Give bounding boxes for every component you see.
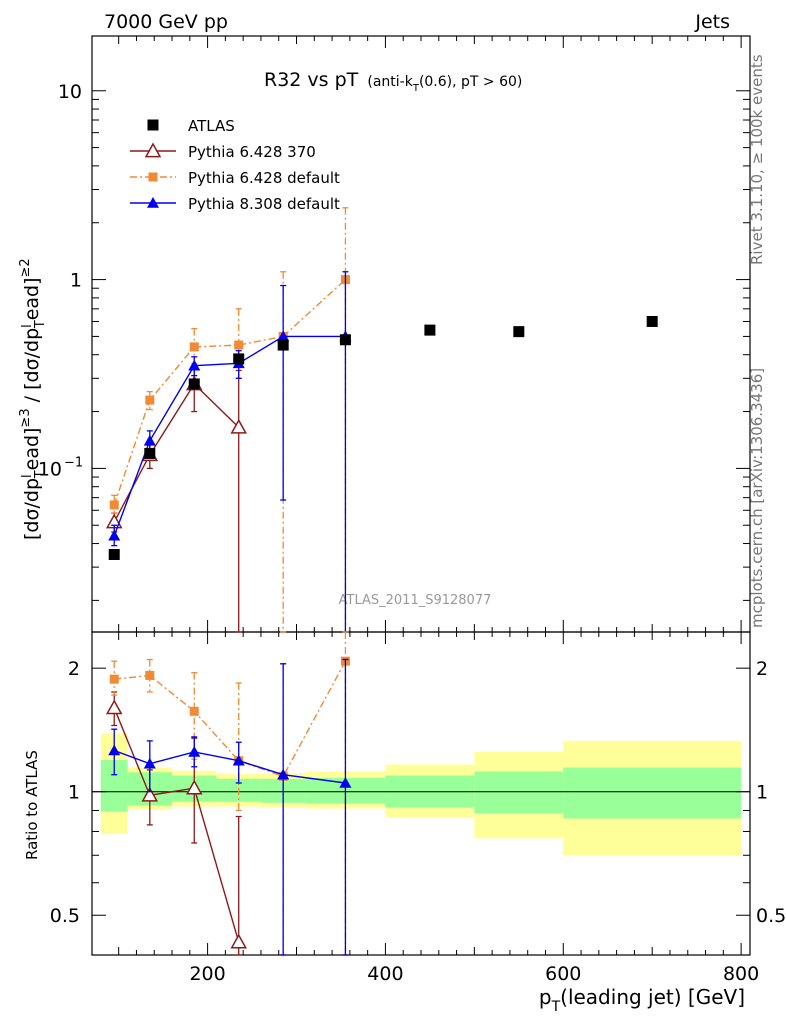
atlas-data-point [144,447,156,459]
atlas-data-point [188,378,200,390]
ratio-2-point [108,744,121,756]
atlas-data-point [277,339,289,351]
series-2-point [188,359,201,371]
series-line-1 [113,279,346,506]
x-tick-label: 800 [723,963,759,985]
legend: ATLAS Pythia 6.428 370 Pythia 6.428 defaul… [130,117,340,213]
series-1-point [109,500,119,510]
ratio-2-point [188,745,201,757]
series-2-point [143,434,156,446]
legend-label: Pythia 6.428 default [188,169,340,187]
atlas-data-point [424,324,436,336]
band-inner-7 [474,771,564,814]
ratio-1-point [145,670,155,680]
ratio-y-axis-title: Ratio to ATLAS [23,750,41,860]
mcplots-label: mcplots.cern.ch [arXiv:1306.3436] [748,368,766,628]
rivet-label: Rivet 3.1.10, ≥ 100k events [748,54,766,265]
ratio-line-0 [113,707,240,943]
x-tick-label: 200 [189,963,225,985]
ratio-line-1 [114,660,347,778]
x-tick-label: 400 [367,963,403,985]
ratio-axes: 200 400 600 800 0.5 0.5 1 1 2 2 [50,631,786,985]
legend-label: ATLAS [188,117,235,135]
atlas-data-point [108,548,120,560]
y-tick-label: 10 [38,458,62,480]
legend-label: Pythia 8.308 default [188,195,340,213]
series-line-0 [113,382,240,523]
x-tick-label: 600 [545,963,581,985]
header-left: 7000 GeV pp [104,11,228,33]
ratio-tick-label-right: 1 [756,782,768,804]
atlas-data-point [339,334,351,346]
ratio-0-point [185,779,203,795]
atlas-data-point [646,315,658,327]
analysis-watermark: ATLAS_2011_S9128077 [339,593,492,608]
legend-marker [147,197,159,208]
ratio-2-point [143,757,156,769]
legend-marker [147,119,159,131]
ratio-2-point [339,777,352,788]
legend-label: Pythia 6.428 370 [188,143,316,161]
y-tick-label: 10 [58,81,82,103]
ratio-1-point [109,674,119,684]
series-line-2 [113,335,346,536]
series-0-point [230,418,247,434]
ratio-tick-label-right: 0.5 [756,905,786,927]
x-axis-title: pT(leading jet) [GeV] [539,985,745,1015]
series-2-point [108,529,121,541]
atlas-data-point [513,326,525,338]
series-1-point [234,340,244,350]
ratio-2-point [232,754,245,766]
ratio-tick-label: 2 [68,658,80,680]
main-series [105,207,658,633]
atlas-data-point [233,353,245,365]
ratio-line-2 [113,749,346,784]
legend-marker [144,142,162,158]
ratio-tick-label-right: 2 [756,658,768,680]
y-tick-exponent: −1 [64,455,83,470]
ratio-2-point [277,768,290,780]
y-tick-label: 1 [70,270,82,292]
chart-title: R32 vs pT (anti-kT(0.6), pT > 60) [264,69,522,94]
series-1-point [145,395,155,405]
ratio-0-point [230,933,247,949]
legend-marker [148,172,158,182]
header-right: Jets [694,11,730,33]
y-axis-title: [dσ/dplTead]≥3 / [dσ/dplTead]≥2 [18,258,48,540]
ratio-tick-label: 1 [68,782,80,804]
title-sub: (anti-kT(0.6), pT > 60) [367,74,522,94]
ratio-1-point [189,706,199,716]
band-inner-8 [563,767,742,819]
ratio-series [105,631,352,956]
series-1-point [189,342,199,352]
ratio-0-point [141,786,159,802]
series-2-point [277,330,290,342]
ratio-0-point [105,699,123,715]
ratio-tick-label: 0.5 [50,905,80,927]
